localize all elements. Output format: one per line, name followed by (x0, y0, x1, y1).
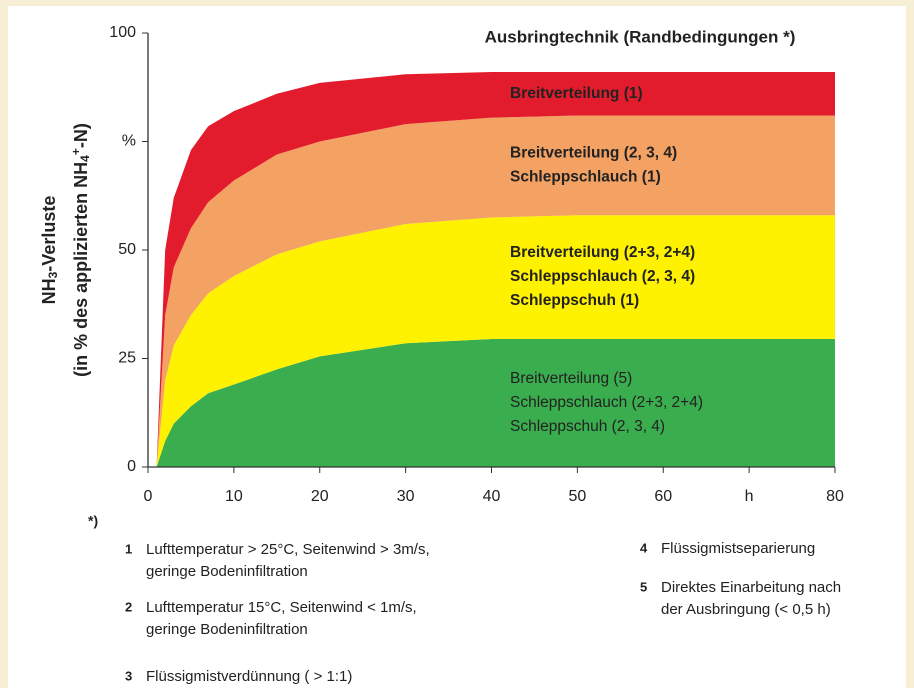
x-tick-label: 80 (826, 488, 844, 505)
y-tick-label: % (122, 133, 136, 150)
note-text: der Ausbringung (< 0,5 h) (661, 601, 831, 618)
note-text: Lufttemperatur 15°C, Seitenwind < 1m/s, (146, 599, 417, 616)
y-tick-label: 25 (118, 350, 136, 367)
x-tick-label: 40 (483, 488, 501, 505)
note-number: 3 (125, 668, 132, 683)
band-label: Schleppschlauch (1) (510, 168, 661, 185)
y-tick-label: 50 (118, 241, 136, 258)
notes-marker: *) (88, 513, 98, 529)
y-axis-label-part: NH (39, 278, 59, 304)
x-tick-label: 60 (654, 488, 672, 505)
note-number: 4 (640, 540, 648, 555)
y-tick-label: 100 (109, 24, 136, 41)
band-label: Breitverteilung (2, 3, 4) (510, 144, 677, 161)
band-label: Schleppschlauch (2, 3, 4) (510, 268, 695, 285)
y-axis-label-part: -Verluste (39, 196, 59, 272)
band-label: Breitverteilung (5) (510, 370, 632, 387)
band-label: Schleppschuh (1) (510, 292, 639, 309)
note-text: Lufttemperatur > 25°C, Seitenwind > 3m/s… (146, 541, 430, 558)
y-axis-label-part: 3 (46, 271, 60, 278)
x-tick-label: 50 (568, 488, 586, 505)
area-band (156, 338, 835, 467)
x-tick-label: 30 (397, 488, 415, 505)
x-tick-label: h (745, 488, 754, 505)
y-axis-label-part: (in % des applizierten NH (71, 162, 91, 377)
y-axis-label-part: + (69, 148, 83, 155)
note-number: 2 (125, 599, 132, 614)
x-tick-label: 0 (144, 488, 153, 505)
y-axis-label-part: -N) (71, 123, 91, 148)
note-text: Flüssigmistverdünnung ( > 1:1) (146, 668, 352, 685)
note-text: geringe Bodeninfiltration (146, 621, 308, 638)
note-number: 1 (125, 541, 132, 556)
band-label: Schleppschuh (2, 3, 4) (510, 418, 665, 435)
note-text: Flüssigmistseparierung (661, 540, 815, 557)
band-label: Schleppschlauch (2+3, 2+4) (510, 394, 703, 411)
area-band (156, 215, 835, 467)
area-band (156, 115, 835, 468)
y-axis-label: (in % des applizierten NH4+-N) (69, 123, 91, 377)
x-tick-label: 10 (225, 488, 243, 505)
y-axis-label: NH3-Verluste (39, 196, 60, 305)
band-label: Breitverteilung (2+3, 2+4) (510, 244, 695, 261)
chart-title: Ausbringtechnik (Randbedingungen *) (485, 27, 796, 46)
note-text: Direktes Einarbeitung nach (661, 579, 841, 596)
band-label: Breitverteilung (1) (510, 85, 643, 102)
note-number: 5 (640, 579, 647, 594)
y-tick-label: 0 (127, 458, 136, 475)
note-text: geringe Bodeninfiltration (146, 563, 308, 580)
x-tick-label: 20 (311, 488, 329, 505)
area-band (156, 72, 835, 467)
y-axis-label-part: 4 (78, 155, 92, 162)
